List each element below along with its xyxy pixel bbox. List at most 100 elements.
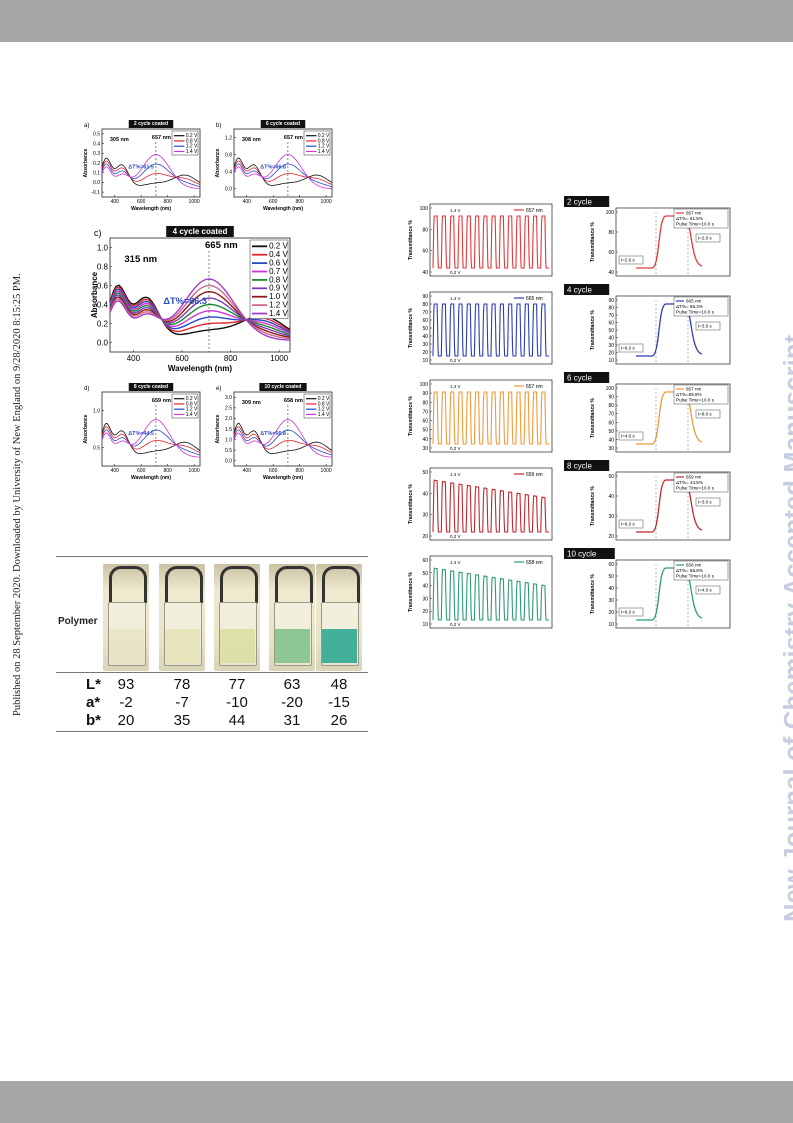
bleaching-time: t=8.0 s (698, 412, 712, 417)
coloring-time: t=6.0 s (621, 346, 635, 351)
absorbance-chart-e: e) 10 cycle coated 0.0 0.5 1.0 1.5 2.0 2.5 3.0 40… (215, 383, 333, 481)
panel-title-box (128, 120, 174, 128)
x-tick-label: 600 (175, 354, 189, 363)
lab-value: 35 (173, 712, 191, 729)
bleaching-time: t=3.0 s (698, 500, 712, 505)
y-tick-label: 20 (608, 351, 614, 357)
polymer-vial (214, 564, 260, 671)
spectrum-line (101, 429, 201, 456)
low-voltage-label: 0.2 V (450, 358, 461, 363)
polymer-vial (103, 564, 149, 671)
low-voltage-label: 0.2 V (450, 622, 461, 627)
panel-title-box (128, 383, 174, 391)
spectrum-line (233, 157, 333, 186)
y-tick-label: 80 (608, 403, 614, 409)
y-tick-label: 40 (422, 437, 428, 443)
polymer-vial (316, 564, 362, 671)
y-tick-label: 10 (608, 622, 614, 628)
x-axis-label: Wavelength (nm) (131, 206, 171, 212)
y-tick-label: 0.8 (97, 262, 109, 271)
legend-label: 0.2 V (318, 133, 330, 139)
peak-label-uv: 315 nm (124, 254, 157, 265)
y-tick-label: 0.3 (93, 151, 100, 157)
vial-holder (165, 566, 203, 603)
peak-label-vis: 658 nm (284, 398, 303, 404)
wavelength-legend: 657 nm (686, 211, 701, 216)
pulse-time-label: Pulse Time=10.0 s (676, 486, 715, 491)
y-tick-label: 0.4 (93, 141, 100, 147)
x-tick-label: 800 (295, 199, 304, 205)
y-tick-label: 60 (608, 562, 614, 568)
delta-t-label: ΔT%= 61.5% (676, 216, 703, 221)
y-tick-label: 0.2 (93, 161, 100, 167)
peak-label-uv: 308 nm (242, 137, 261, 143)
y-tick-label: 40 (422, 270, 428, 276)
table-bottom-rule (56, 731, 368, 732)
plot-frame (101, 391, 201, 467)
y-tick-label: 0.2 (97, 319, 109, 328)
y-tick-label: 90 (608, 395, 614, 401)
x-tick-label: 600 (137, 199, 146, 205)
y-tick-label: 30 (422, 342, 428, 348)
legend-label: 0.8 V (318, 138, 330, 144)
spectrum-line (109, 284, 291, 340)
y-tick-label: 10 (422, 358, 428, 364)
peak-label-vis: 665 nm (205, 240, 238, 251)
y-tick-label: 100 (420, 206, 429, 212)
response-legend-box (673, 384, 729, 405)
cycle-badge-label: 10 cycle (567, 550, 597, 559)
y-tick-label: 0.6 (97, 281, 109, 290)
y-axis-label: Transmittance % (590, 574, 596, 614)
y-axis-label: Transmittance % (408, 396, 414, 436)
y-tick-label: 0.0 (225, 458, 232, 464)
y-tick-label: 20 (422, 350, 428, 356)
spectra (109, 278, 291, 341)
x-tick-label: 400 (111, 468, 120, 474)
transmittance-row: Transmittance % 10 20 30 40 50 60 1.4 V 0.2 V 658… (408, 548, 731, 629)
cycle-badge-label: 8 cycle (567, 462, 592, 471)
legend-label: 1.2 V (186, 144, 198, 150)
spectrum-line (233, 419, 333, 458)
y-tick-label: 40 (608, 494, 614, 500)
y-tick-label: 1.2 (225, 135, 232, 141)
polymer-film-color (109, 629, 144, 663)
y-tick-label: 0.1 (93, 170, 100, 176)
y-tick-label: 0.5 (93, 132, 100, 138)
spectra (233, 419, 333, 458)
cycling-trace (432, 391, 549, 445)
y-tick-label: 30 (422, 596, 428, 602)
panel-title: 4 cycle coated (173, 227, 228, 236)
legend-label: 1.4 V (318, 149, 330, 155)
panel-title-box (259, 383, 307, 391)
response-legend-box (673, 296, 729, 317)
transmittance-row: Transmittance % 20 30 40 50 1.4 V 0.2 V 659 nm 8… (408, 460, 731, 541)
y-tick-label: 60 (422, 249, 428, 255)
peak-label-vis: 657 nm (284, 135, 303, 141)
x-tick-label: 800 (163, 468, 172, 474)
polymer-film-color (165, 629, 200, 663)
peak-label-uv: 309 nm (242, 400, 261, 406)
panel-title: 2 cycle coated (134, 121, 168, 127)
y-tick-label: 50 (422, 428, 428, 434)
bleaching-time-box (695, 233, 721, 243)
spectrum-line (109, 288, 291, 333)
spectrum-line (101, 426, 201, 454)
y-tick-label: 60 (422, 419, 428, 425)
spectrum-line (109, 290, 291, 339)
lab-value: 78 (173, 676, 191, 693)
x-tick-label: 600 (137, 468, 146, 474)
wavelength-legend: 665 nm (686, 299, 701, 304)
low-voltage-label: 0.2 V (450, 270, 461, 275)
polymer-film-color (322, 629, 357, 663)
top-banner (0, 0, 793, 42)
cycling-trace (432, 479, 549, 533)
polymer-color-panel: Polymer L* 93 78 77 63 48 a* -2 -7 -10 -20 -15 b* 20 3… (56, 556, 368, 736)
table-mid-rule (56, 672, 368, 673)
spectra (101, 419, 201, 458)
y-tick-label: 90 (422, 391, 428, 397)
y-tick-label: 40 (608, 336, 614, 342)
panel-title-box (260, 120, 306, 128)
y-tick-label: 1.5 (225, 427, 232, 433)
delta-t-label: ΔT%= 44.5% (676, 480, 703, 485)
y-tick-label: 50 (422, 571, 428, 577)
